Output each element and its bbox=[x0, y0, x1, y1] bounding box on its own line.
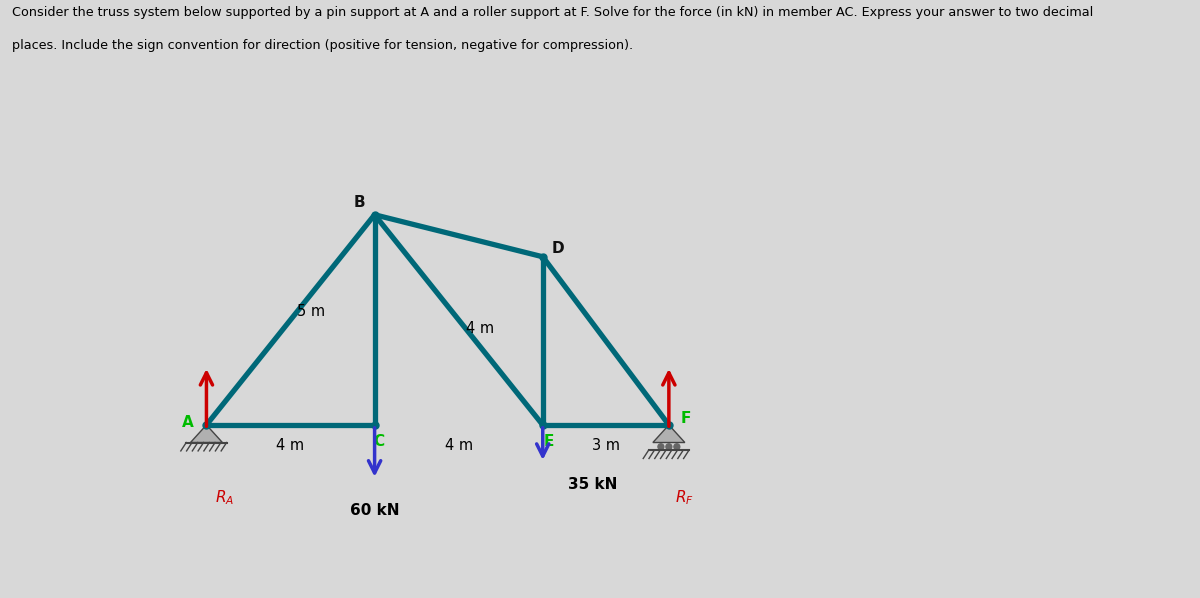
Text: E: E bbox=[544, 434, 554, 449]
Text: 4 m: 4 m bbox=[445, 438, 473, 453]
Text: 4 m: 4 m bbox=[466, 321, 493, 335]
Text: C: C bbox=[373, 434, 384, 449]
Text: $R_F$: $R_F$ bbox=[676, 488, 694, 507]
Polygon shape bbox=[191, 425, 222, 443]
Polygon shape bbox=[653, 425, 685, 443]
Text: 5 m: 5 m bbox=[298, 304, 325, 319]
Text: $R_A$: $R_A$ bbox=[215, 488, 234, 507]
Text: A: A bbox=[181, 416, 193, 431]
Circle shape bbox=[674, 444, 679, 450]
Text: 35 kN: 35 kN bbox=[568, 477, 617, 493]
Text: 3 m: 3 m bbox=[592, 438, 620, 453]
Text: places. Include the sign convention for direction (positive for tension, negativ: places. Include the sign convention for … bbox=[12, 39, 634, 52]
Text: B: B bbox=[354, 194, 366, 210]
Text: Consider the truss system below supported by a pin support at A and a roller sup: Consider the truss system below supporte… bbox=[12, 6, 1093, 19]
Text: F: F bbox=[680, 411, 691, 426]
Circle shape bbox=[658, 444, 664, 450]
Text: D: D bbox=[551, 241, 564, 256]
Text: 60 kN: 60 kN bbox=[350, 503, 400, 518]
Text: 4 m: 4 m bbox=[276, 438, 305, 453]
Circle shape bbox=[666, 444, 672, 450]
